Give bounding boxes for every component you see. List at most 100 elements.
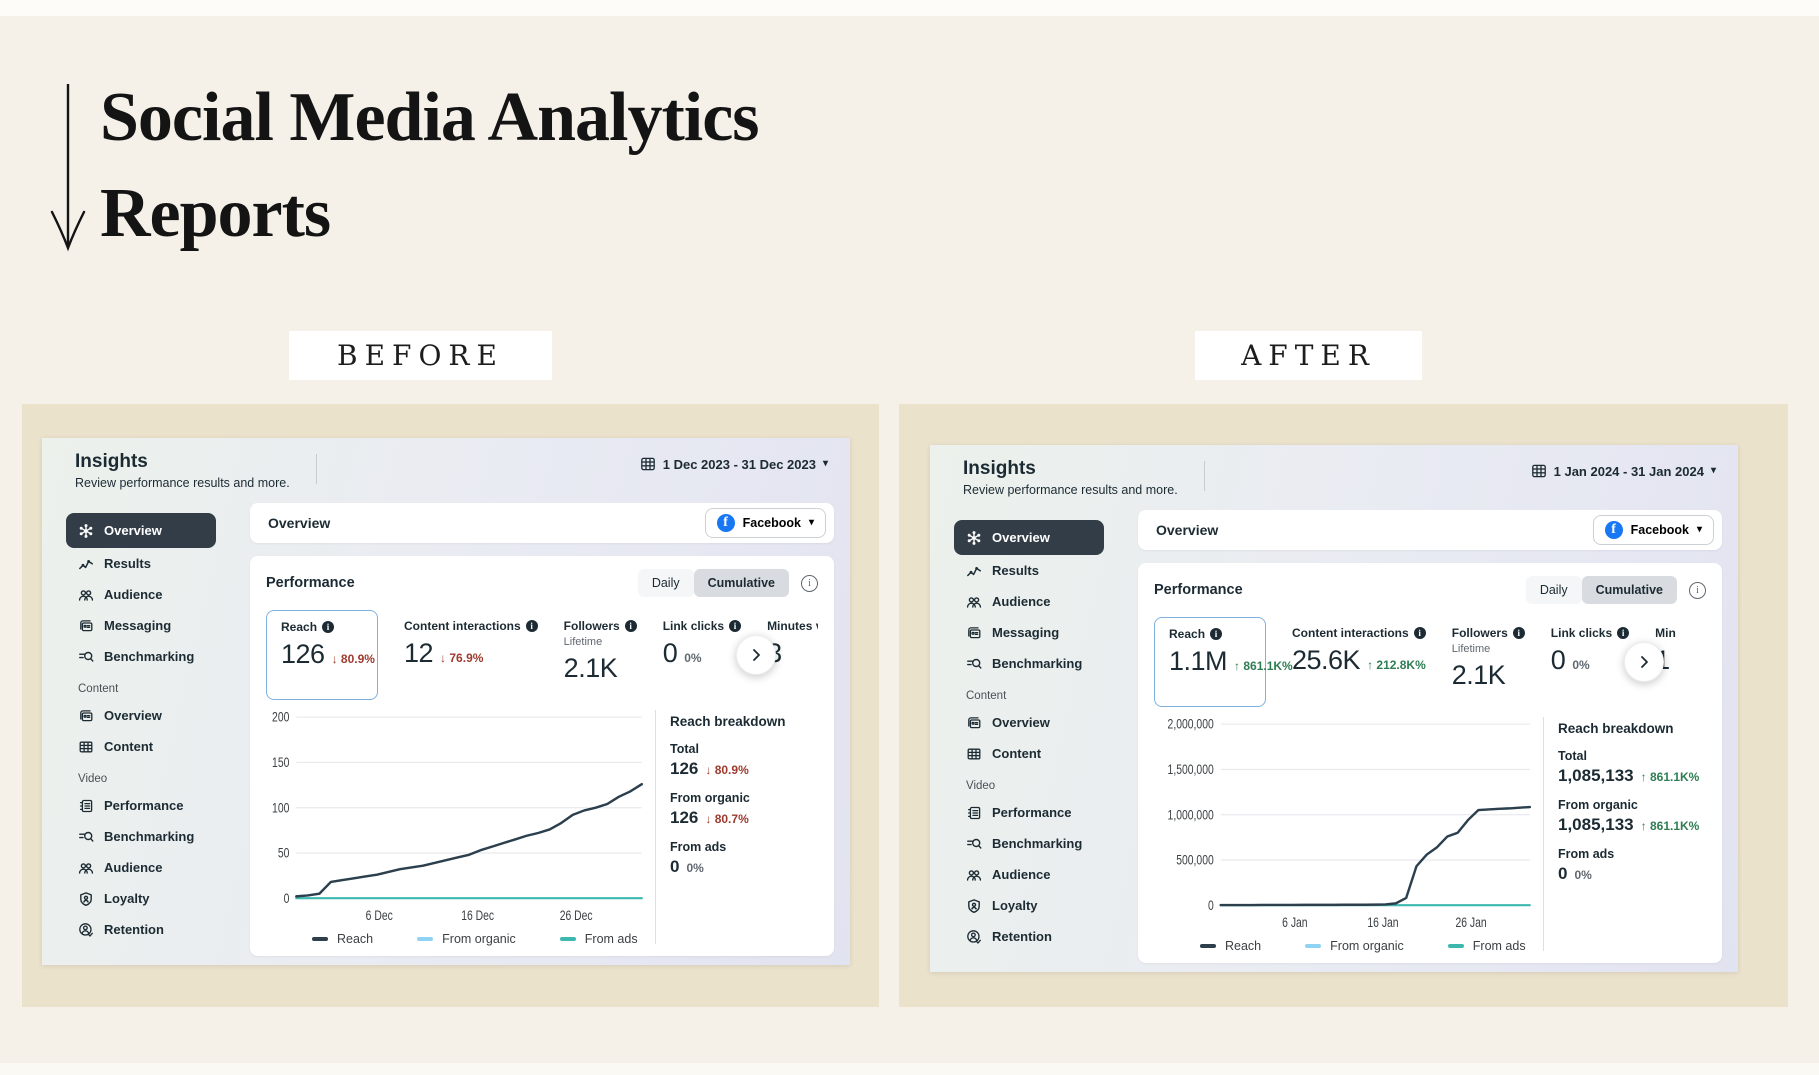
metric-followers-card[interactable]: Followers i Lifetime 2.1K [564,610,637,700]
info-icon[interactable]: i [525,620,538,632]
sidebar-item-retention[interactable]: Retention [66,914,216,945]
sidebar-item-overview[interactable]: Overview [66,513,216,548]
delta-down: ↓ 76.9% [440,651,484,665]
sidebar-item-overview[interactable]: Overview [954,520,1104,555]
messaging-icon [78,618,94,634]
sidebar-section-video: Video [78,773,108,785]
toggle-daily[interactable]: Daily [637,569,694,597]
sidebar-item-label: Benchmarking [992,836,1083,851]
sidebar-item-benchmarking[interactable]: Benchmarking [954,828,1104,859]
account-name: Facebook [742,516,801,530]
before-panel: Insights Review performance results and … [22,404,879,1007]
info-icon[interactable]: i [1617,627,1630,639]
messaging-icon [966,625,982,641]
account-selector-button[interactable]: f Facebook ▾ [1592,515,1714,545]
metric-value: 1.1M [1169,646,1228,676]
delta-down: ↓ 80.9% [331,652,375,666]
insights-dashboard: Insights Review performance results and … [930,445,1738,972]
info-icon[interactable]: i [624,620,637,632]
sidebar-item-performance[interactable]: Performance [66,790,216,821]
sidebar-item-overview[interactable]: Overview [66,700,216,731]
date-range-selector[interactable]: 1 Jan 2024 - 31 Jan 2024 ▾ [1531,463,1716,479]
breakdown-title: Reach breakdown [670,714,786,729]
retention-icon [78,922,94,938]
sidebar-item-label: Results [992,563,1039,578]
metric-reach-card[interactable]: Reach i 1.1M ↑ 861.1K% [1154,617,1293,707]
sidebar-item-content[interactable]: Content [66,731,216,762]
sidebar-item-label: Audience [992,594,1051,609]
metrics-next-button[interactable] [736,635,776,675]
sidebar-item-loyalty[interactable]: Loyalty [66,883,216,914]
toggle-daily[interactable]: Daily [1525,576,1582,604]
breakdown-row-total: Total 126 ↓ 80.9% [670,742,818,779]
metric-reach-card[interactable]: Reach i 126 ↓ 80.9% [266,610,378,700]
date-range-label: 1 Jan 2024 - 31 Jan 2024 [1553,463,1704,479]
toggle-cumulative[interactable]: Cumulative [693,569,789,597]
sidebar-item-retention[interactable]: Retention [954,921,1104,952]
metric-followers-card[interactable]: Followers i Lifetime 2.1K [1452,617,1525,707]
sidebar-item-audience[interactable]: Audience [954,586,1104,617]
info-icon[interactable]: i [322,621,335,633]
metric-link-clicks-card[interactable]: Link clicks i 0 0% [1551,617,1630,707]
caret-down-icon: ▾ [1696,524,1702,535]
metric-value: 0 [662,638,678,668]
legend-swatch [559,937,576,941]
delta-down: ↓ 80.7% [705,812,749,826]
sidebar-item-benchmarking[interactable]: Benchmarking [66,641,216,672]
sidebar-item-audience[interactable]: Audience [66,579,216,610]
sidebar-item-label: Overview [992,715,1050,730]
sidebar-item-benchmarking[interactable]: Benchmarking [66,821,216,852]
sidebar-item-performance[interactable]: Performance [954,797,1104,828]
metric-link-clicks-card[interactable]: Link clicks i 0 0% [662,610,742,700]
caret-down-icon: ▾ [808,517,814,528]
messaging-icon [78,708,94,724]
top-strip [0,0,1819,16]
delta-none: 0% [1572,658,1590,672]
sidebar-item-results[interactable]: Results [954,555,1104,586]
metric-value: 2.1K [563,653,618,683]
sidebar-item-messaging[interactable]: Messaging [66,610,216,641]
breakdown-title: Reach breakdown [1558,721,1674,736]
metric-value: 12 [404,638,434,668]
header-divider [1203,461,1205,491]
performance-title: Performance [266,575,355,591]
sidebar-item-audience[interactable]: Audience [66,852,216,883]
sidebar-item-audience[interactable]: Audience [954,859,1104,890]
metric-sublabel: Lifetime [563,636,603,648]
sidebar-item-results[interactable]: Results [66,548,216,579]
breakdown-label: From organic [1558,798,1638,812]
facebook-icon: f [716,514,735,532]
info-icon[interactable]: i [1689,581,1706,599]
breakdown-label: From ads [1558,847,1615,861]
info-icon[interactable]: i [801,574,818,592]
sidebar-item-messaging[interactable]: Messaging [954,617,1104,648]
sidebar-item-label: Performance [104,798,184,813]
sidebar-item-benchmarking[interactable]: Benchmarking [954,648,1104,679]
info-icon[interactable]: i [1413,627,1426,639]
info-icon[interactable]: i [1210,628,1223,640]
sidebar-item-label: Overview [104,708,162,723]
date-range-selector[interactable]: 1 Dec 2023 - 31 Dec 2023 ▾ [640,456,828,472]
sidebar-item-overview[interactable]: Overview [954,707,1104,738]
chevron-right-icon [753,649,760,661]
daily-cumulative-toggle: Daily Cumulative [637,569,789,597]
info-icon[interactable]: i [1512,627,1525,639]
sidebar-item-loyalty[interactable]: Loyalty [954,890,1104,921]
insights-dashboard: Insights Review performance results and … [42,438,850,965]
info-icon[interactable]: i [729,620,742,632]
toggle-cumulative[interactable]: Cumulative [1581,576,1677,604]
account-selector-button[interactable]: f Facebook ▾ [704,508,826,538]
results-icon [78,556,94,572]
insights-subtitle: Review performance results and more. [75,475,290,490]
sidebar-item-content[interactable]: Content [954,738,1104,769]
sidebar-item-label: Audience [992,867,1051,882]
metric-content-interactions-card[interactable]: Content interactions i 25.6K ↑ 212.8K% [1292,617,1426,707]
insights-subtitle: Review performance results and more. [963,482,1178,497]
metric-content-interactions-card[interactable]: Content interactions i 12 ↓ 76.9% [404,610,538,700]
after-panel: Insights Review performance results and … [899,404,1788,1007]
reach-line-chart: 0 50 100 150 200 6 Dec 16 Dec 26 Dec [272,709,647,923]
metrics-next-button[interactable] [1624,642,1664,682]
svg-text:0: 0 [1208,897,1214,913]
sidebar-item-label: Audience [104,587,163,602]
chart-zone: 0 500,000 1,000,000 1,500,000 2,000,000 6 Jan… [1154,715,1706,957]
